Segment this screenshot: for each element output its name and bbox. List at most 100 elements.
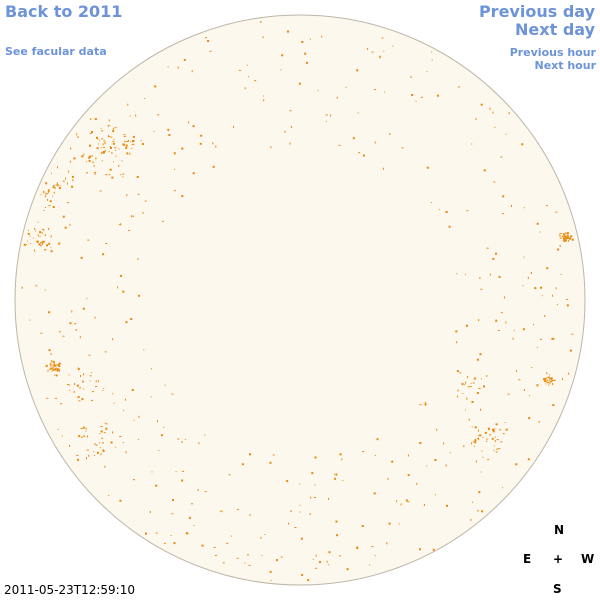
facular-spot xyxy=(552,383,554,385)
facular-spot xyxy=(72,179,74,182)
facular-spot xyxy=(564,240,567,242)
facular-spot xyxy=(99,190,102,192)
facular-spot xyxy=(562,235,564,238)
facular-spot xyxy=(41,240,44,243)
facular-spot xyxy=(181,441,183,443)
facular-spot xyxy=(49,200,52,203)
facular-spot xyxy=(420,96,423,98)
facular-spots xyxy=(21,21,574,582)
facular-spot xyxy=(104,465,106,468)
facular-spot xyxy=(39,236,41,238)
facular-spot xyxy=(120,174,122,176)
facular-spot xyxy=(199,142,202,145)
facular-spot xyxy=(122,442,124,444)
facular-spot xyxy=(483,385,485,388)
facular-spot xyxy=(387,477,389,480)
facular-spot xyxy=(566,298,569,300)
facular-spot xyxy=(478,319,480,322)
facular-spot xyxy=(374,555,376,557)
compass-center-marker: + xyxy=(553,552,564,566)
facular-spot xyxy=(83,153,85,156)
facular-spot xyxy=(48,311,51,314)
facular-spot xyxy=(86,435,88,438)
facular-spot xyxy=(555,287,557,290)
facular-spot xyxy=(113,138,115,140)
facular-spot xyxy=(461,383,464,386)
facular-spot xyxy=(552,404,555,407)
facular-spot xyxy=(362,451,365,453)
facular-spot xyxy=(95,385,98,387)
facular-spot xyxy=(103,151,105,153)
facular-spot xyxy=(334,477,337,480)
facular-spot xyxy=(40,194,42,196)
facular-spot xyxy=(80,256,83,259)
facular-spot xyxy=(154,85,157,88)
facular-spot xyxy=(100,153,102,155)
facular-spot xyxy=(108,151,110,153)
facular-spot xyxy=(222,562,225,564)
facular-spot xyxy=(192,172,195,175)
facular-spot xyxy=(32,237,34,239)
facular-spot xyxy=(51,360,53,363)
facular-spot xyxy=(492,111,494,114)
facular-spot xyxy=(405,499,408,502)
facular-spot xyxy=(140,140,142,142)
facular-spot xyxy=(388,522,391,525)
facular-spot xyxy=(541,295,543,297)
facular-spot xyxy=(83,388,85,390)
back-to-year-link[interactable]: Back to 2011 xyxy=(5,2,123,21)
facular-spot xyxy=(419,548,421,551)
compass-east-label: E xyxy=(523,552,532,566)
next-day-link[interactable]: Next day xyxy=(515,20,595,39)
facular-spot xyxy=(79,336,81,339)
previous-day-link[interactable]: Previous day xyxy=(478,2,595,21)
facular-spot xyxy=(456,341,458,344)
facular-spot xyxy=(558,233,560,235)
facular-spot xyxy=(416,482,418,485)
facular-spot xyxy=(489,107,491,110)
facular-spot xyxy=(299,504,301,506)
facular-spot xyxy=(123,136,126,138)
facular-spot xyxy=(298,82,301,85)
facular-spot xyxy=(481,378,482,380)
facular-spot xyxy=(80,375,82,377)
facular-spot xyxy=(123,143,126,146)
facular-spot xyxy=(545,383,547,385)
observation-timestamp: 2011-05-23T12:59:10 xyxy=(4,583,135,597)
facular-spot xyxy=(28,229,29,231)
facular-spot xyxy=(492,430,495,433)
facular-spot xyxy=(193,524,195,526)
facular-spot xyxy=(145,532,147,535)
facular-spot xyxy=(58,362,61,365)
facular-spot xyxy=(112,431,113,434)
facular-spot xyxy=(38,243,40,246)
facular-spot xyxy=(41,232,44,234)
facular-spot xyxy=(431,59,433,61)
facular-spot xyxy=(369,564,371,566)
facular-spot xyxy=(151,368,152,370)
facular-data-link[interactable]: See facular data xyxy=(5,45,107,58)
facular-spot xyxy=(475,118,477,121)
next-hour-link[interactable]: Next hour xyxy=(534,59,597,72)
facular-spot xyxy=(101,160,103,162)
facular-spot xyxy=(219,510,222,512)
facular-spot xyxy=(50,364,52,366)
facular-spot xyxy=(96,147,99,150)
previous-hour-link[interactable]: Previous hour xyxy=(509,46,596,59)
facular-spot xyxy=(66,182,68,185)
facular-spot xyxy=(125,451,127,454)
facular-spot xyxy=(142,212,145,214)
facular-spot xyxy=(467,376,469,379)
facular-spot xyxy=(309,513,312,515)
facular-spot xyxy=(484,431,487,434)
facular-spot xyxy=(330,114,331,117)
facular-spot xyxy=(117,286,119,289)
facular-spot xyxy=(479,353,482,356)
facular-spot xyxy=(262,36,264,39)
facular-spot xyxy=(434,459,437,461)
facular-spot xyxy=(138,439,140,441)
facular-spot xyxy=(314,456,317,459)
facular-spot xyxy=(546,372,548,375)
facular-spot xyxy=(373,492,376,495)
facular-spot xyxy=(319,561,321,564)
